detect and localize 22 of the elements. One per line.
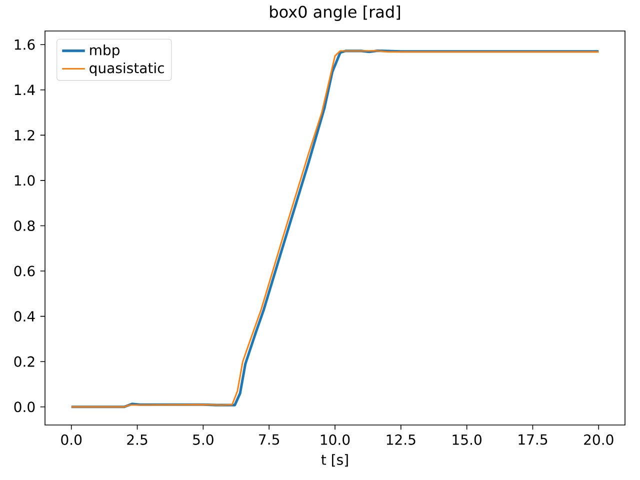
legend-label: quasistatic <box>90 62 164 76</box>
x-tick-label: 0.0 <box>61 434 82 445</box>
y-tick-label: 0.4 <box>14 311 35 322</box>
y-tick-label: 0.8 <box>14 220 35 232</box>
y-tick-label: 1.4 <box>14 84 35 95</box>
x-tick-label: 10.0 <box>320 434 350 445</box>
chart-title: box0 angle [rad] <box>270 5 400 21</box>
x-tick-label: 5.0 <box>193 434 214 445</box>
x-axis-title: t [s] <box>321 454 348 467</box>
y-tick-label: 0.2 <box>14 356 34 367</box>
x-tick-label: 15.0 <box>452 434 482 445</box>
x-tick-label: 12.5 <box>386 434 416 445</box>
y-tick-label: 0.6 <box>14 266 35 276</box>
y-tick-label: 0.0 <box>14 402 35 412</box>
y-tick-label: 1.2 <box>14 130 34 140</box>
y-tick-label: 1.6 <box>14 39 35 50</box>
x-tick-label: 20.0 <box>584 434 614 445</box>
x-tick-label: 17.5 <box>518 434 548 445</box>
y-tick-label: 1.0 <box>14 175 35 186</box>
legend-label: mbp <box>90 44 120 58</box>
x-tick-label: 2.5 <box>127 434 148 445</box>
x-tick-label: 7.5 <box>259 434 279 445</box>
